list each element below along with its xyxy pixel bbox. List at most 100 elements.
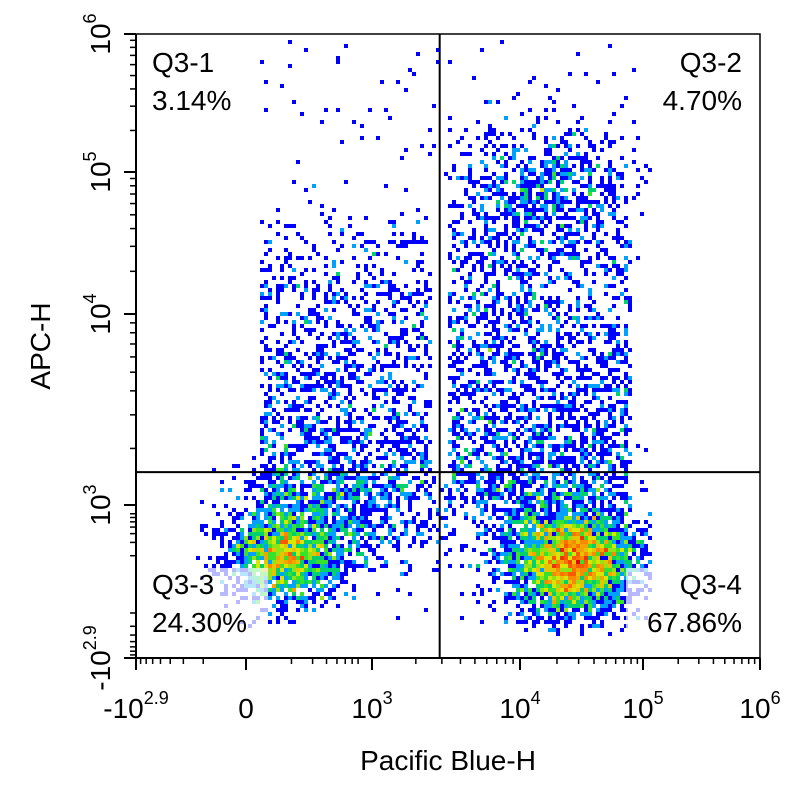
density-dot — [292, 268, 296, 272]
density-dot — [620, 156, 624, 160]
density-dot — [604, 584, 608, 588]
density-dot — [484, 292, 488, 296]
density-dot — [588, 368, 592, 372]
density-dot — [516, 312, 520, 316]
density-dot — [544, 580, 548, 584]
density-dot — [364, 500, 368, 504]
density-dot — [620, 176, 624, 180]
density-dot — [376, 544, 380, 548]
density-dot — [596, 452, 600, 456]
density-dot — [268, 460, 272, 464]
density-dot — [536, 556, 540, 560]
density-dot — [560, 140, 564, 144]
density-dot — [492, 296, 496, 300]
density-dot — [572, 524, 576, 528]
density-dot — [548, 416, 552, 420]
density-dot — [344, 560, 348, 564]
density-dot — [492, 328, 496, 332]
density-dot — [252, 556, 256, 560]
density-dot — [544, 116, 548, 120]
density-dot — [508, 380, 512, 384]
density-dot — [312, 520, 316, 524]
density-dot — [532, 352, 536, 356]
density-dot — [336, 336, 340, 340]
density-dot — [612, 520, 616, 524]
density-dot — [328, 504, 332, 508]
density-dot — [512, 516, 516, 520]
density-dot — [588, 460, 592, 464]
density-dot — [528, 548, 532, 552]
density-dot — [500, 536, 504, 540]
density-dot — [484, 468, 488, 472]
density-dot — [328, 336, 332, 340]
density-dot — [552, 532, 556, 536]
density-dot — [452, 460, 456, 464]
density-dot — [572, 576, 576, 580]
density-dot — [492, 260, 496, 264]
density-dot — [508, 264, 512, 268]
density-dot — [328, 380, 332, 384]
density-dot — [228, 564, 232, 568]
density-dot — [216, 528, 220, 532]
density-dot — [392, 428, 396, 432]
density-dot — [564, 224, 568, 228]
density-dot — [492, 420, 496, 424]
density-dot — [452, 328, 456, 332]
density-dot — [512, 224, 516, 228]
density-dot — [544, 348, 548, 352]
density-dot — [216, 560, 220, 564]
density-dot — [328, 396, 332, 400]
density-dot — [528, 292, 532, 296]
density-dot — [248, 552, 252, 556]
density-dot — [568, 332, 572, 336]
density-dot — [332, 332, 336, 336]
density-dot — [560, 164, 564, 168]
density-dot — [596, 264, 600, 268]
density-dot — [516, 544, 520, 548]
density-dot — [276, 476, 280, 480]
density-dot — [328, 428, 332, 432]
density-dot — [580, 492, 584, 496]
density-dot — [488, 476, 492, 480]
density-dot — [544, 564, 548, 568]
density-dot — [320, 344, 324, 348]
density-dot — [592, 300, 596, 304]
density-dot — [372, 532, 376, 536]
density-dot — [260, 484, 264, 488]
density-dot — [556, 528, 560, 532]
density-dot — [272, 548, 276, 552]
density-dot — [348, 520, 352, 524]
density-dot — [460, 336, 464, 340]
density-dot — [592, 456, 596, 460]
density-dot — [496, 556, 500, 560]
density-dot — [612, 576, 616, 580]
density-dot — [568, 596, 572, 600]
density-dot — [480, 492, 484, 496]
density-dot — [580, 284, 584, 288]
density-dot — [260, 360, 264, 364]
density-dot — [228, 488, 232, 492]
density-dot — [532, 572, 536, 576]
density-dot — [564, 348, 568, 352]
density-dot — [376, 360, 380, 364]
density-dot — [484, 524, 488, 528]
density-dot — [576, 584, 580, 588]
density-dot — [488, 588, 492, 592]
density-dot — [516, 576, 520, 580]
density-dot — [536, 120, 540, 124]
density-dot — [240, 528, 244, 532]
density-dot — [452, 220, 456, 224]
density-dot — [532, 180, 536, 184]
density-dot — [264, 392, 268, 396]
density-dot — [552, 256, 556, 260]
density-dot — [460, 504, 464, 508]
density-dot — [624, 528, 628, 532]
density-dot — [580, 612, 584, 616]
density-dot — [560, 324, 564, 328]
density-dot — [472, 548, 476, 552]
density-dot — [564, 548, 568, 552]
density-dot — [404, 436, 408, 440]
density-dot — [320, 384, 324, 388]
density-dot — [280, 452, 284, 456]
density-dot — [612, 376, 616, 380]
